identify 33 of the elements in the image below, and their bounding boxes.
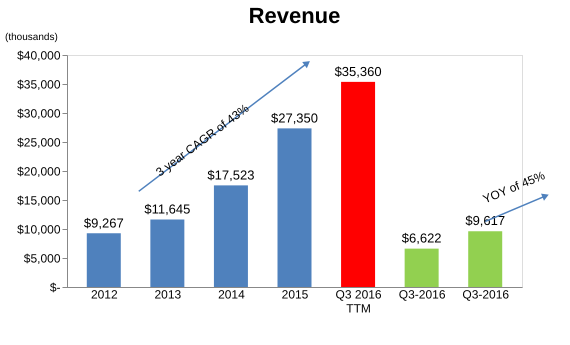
y-tick-label: $30,000 xyxy=(17,106,61,120)
data-label: $9,267 xyxy=(84,215,124,230)
bar xyxy=(341,82,376,287)
bar xyxy=(468,231,502,287)
data-label: $17,523 xyxy=(207,167,254,182)
x-tick-label: 2014 xyxy=(218,288,246,302)
y-tick-label: $20,000 xyxy=(17,164,61,178)
y-tick-label: $5,000 xyxy=(24,252,61,266)
bar xyxy=(150,219,184,287)
x-tick-label: Q3-2016 xyxy=(462,288,510,302)
y-tick-label: $- xyxy=(50,280,60,294)
data-label: $35,360 xyxy=(334,64,382,79)
x-tick-label: 2012 xyxy=(90,288,118,302)
x-tick-label: 2015 xyxy=(282,288,309,302)
data-label: $11,645 xyxy=(144,201,190,216)
x-tick-label: Q3-2016 xyxy=(398,288,446,302)
data-label: $6,622 xyxy=(402,230,442,246)
bar xyxy=(404,248,439,287)
chart-title: Revenue xyxy=(248,3,340,28)
y-tick-label: $10,000 xyxy=(17,222,61,236)
bar xyxy=(86,233,121,287)
bar xyxy=(214,185,248,287)
bar xyxy=(278,128,312,287)
x-tick-label: Q3 2016 TTM xyxy=(336,288,382,316)
y-axis-title: (thousands) xyxy=(5,32,58,43)
data-label: $9,617 xyxy=(465,213,506,228)
data-label: $27,350 xyxy=(271,110,318,126)
annotation: YOY of 45% xyxy=(480,168,548,206)
y-tick-label: $15,000 xyxy=(17,194,61,208)
x-tick-label: 2013 xyxy=(154,288,182,302)
y-tick-label: $35,000 xyxy=(17,78,61,92)
y-tick-label: $40,000 xyxy=(17,48,61,62)
y-tick-label: $25,000 xyxy=(17,136,61,150)
